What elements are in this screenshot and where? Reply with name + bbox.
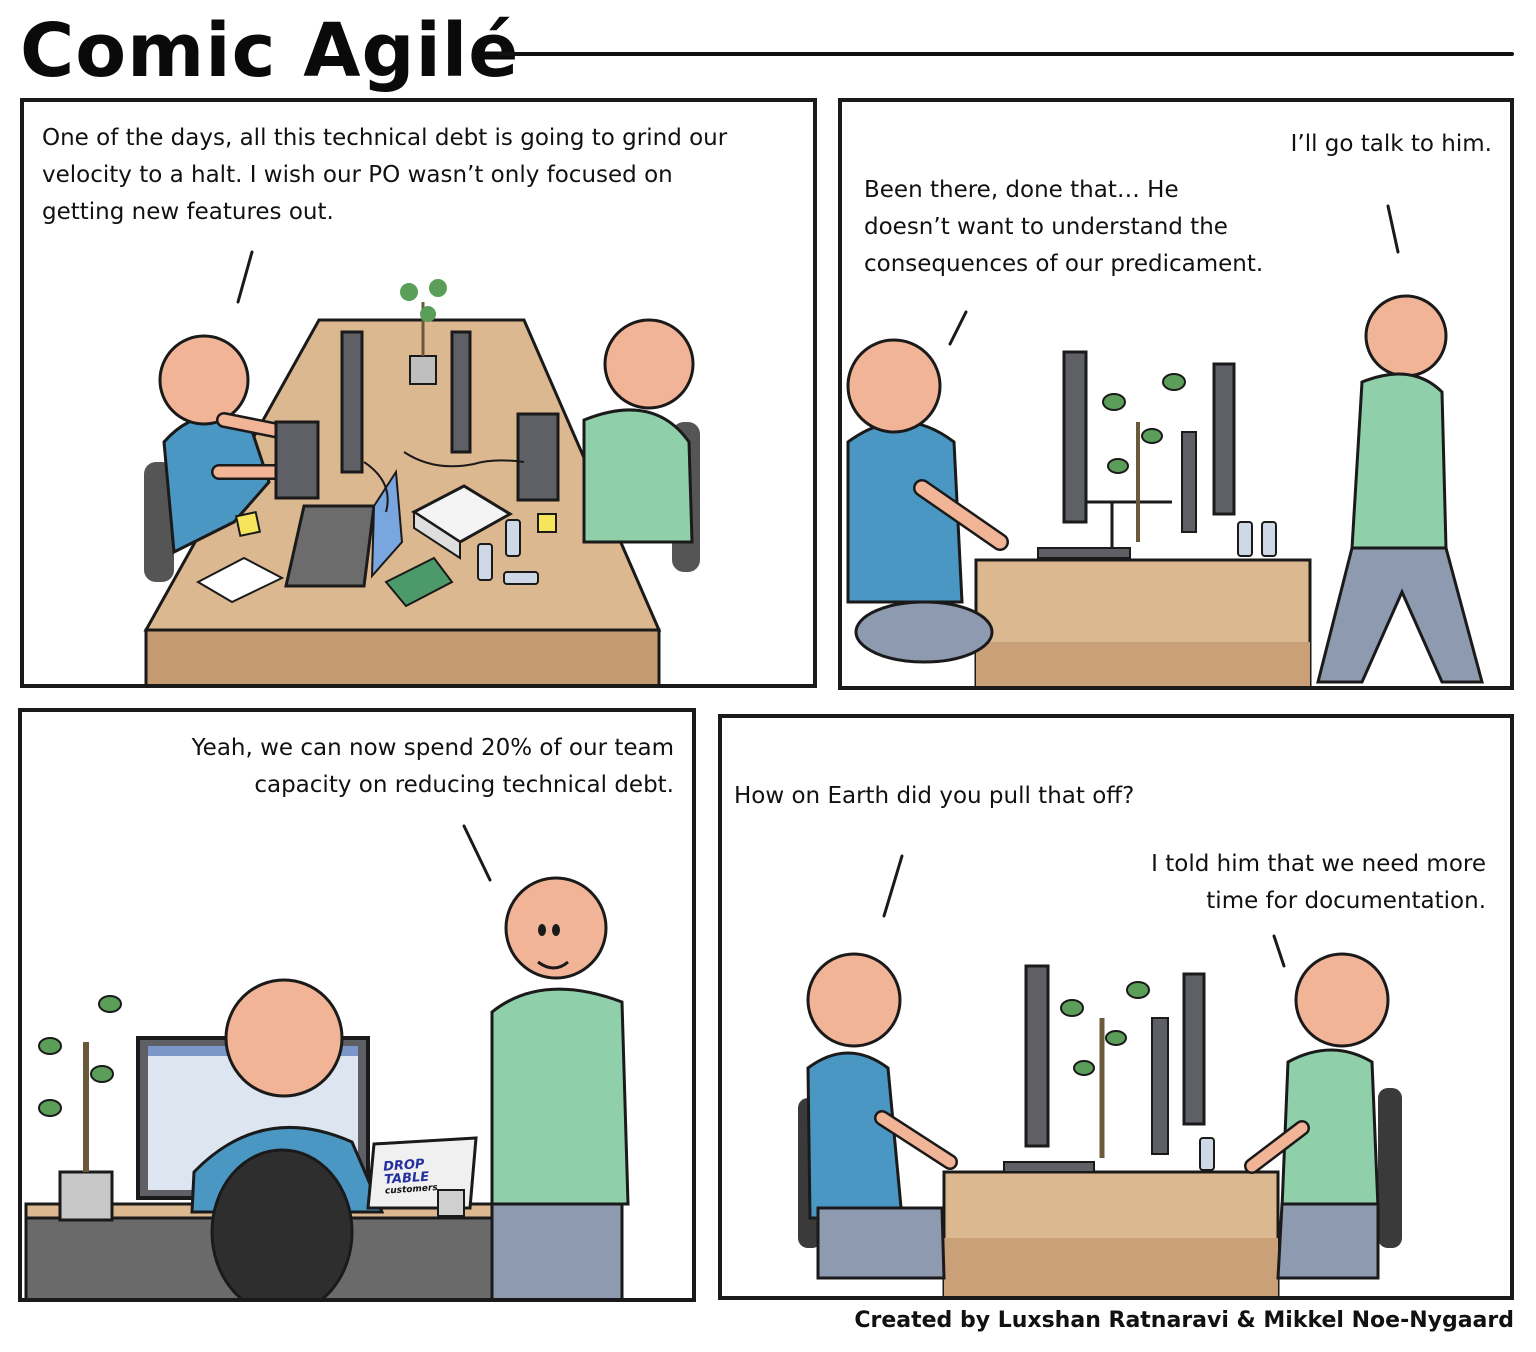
panel-2: I’ll go talk to him. Been there, done th…: [838, 98, 1514, 690]
leaf: [1162, 373, 1186, 391]
head: [806, 952, 902, 1048]
speech-tail: [236, 250, 254, 304]
head: [1364, 294, 1448, 378]
sticky-note: [234, 510, 262, 538]
head: [846, 338, 942, 434]
monitor: [1151, 1017, 1169, 1155]
panel-2-illustration: [846, 204, 1484, 686]
monitor: [340, 330, 364, 474]
panel-2-speech-walker: I’ll go talk to him.: [1290, 131, 1492, 157]
leaf: [1141, 428, 1163, 444]
monitor: [1182, 972, 1206, 1126]
panel-1: One of the days, all this technical debt…: [20, 98, 817, 688]
credit-line: Created by Luxshan Ratnaravi & Mikkel No…: [854, 1308, 1514, 1333]
panel-3-speech: Yeah, we can now spend 20% of our team c…: [191, 735, 674, 798]
pants: [816, 1206, 946, 1280]
chair: [1378, 1088, 1402, 1248]
leaf: [1107, 458, 1129, 474]
leaf: [90, 1065, 114, 1083]
can: [477, 543, 493, 581]
panel-3: Yeah, we can now spend 20% of our team c…: [18, 708, 696, 1302]
monitor: [450, 330, 472, 454]
can: [1237, 521, 1253, 557]
shirt: [582, 408, 694, 544]
monitor: [274, 420, 320, 500]
title-rule: [498, 52, 1514, 56]
comic-title: Comic Agilé: [20, 8, 520, 94]
laptop: [284, 504, 376, 588]
leaf: [98, 995, 122, 1013]
panel-4-illustration: [798, 854, 1402, 1296]
head: [1294, 952, 1390, 1048]
chair: [144, 462, 174, 582]
speech-tail: [948, 310, 968, 346]
chair: [854, 600, 994, 664]
panel-1-speech: One of the days, all this technical debt…: [42, 125, 728, 225]
shirt: [1350, 372, 1448, 550]
laptop: [370, 469, 404, 579]
leaf: [1105, 1030, 1127, 1046]
shirt: [1280, 1048, 1380, 1210]
can: [1261, 521, 1277, 557]
panel-3-illustration: [24, 824, 630, 1298]
mug: [437, 1189, 465, 1217]
shirt: [806, 1051, 904, 1220]
head: [158, 334, 250, 426]
speech-tail: [882, 854, 904, 918]
speech-tail: [1272, 934, 1286, 968]
pants: [490, 1202, 624, 1298]
panel-4-speech-left: How on Earth did you pull that off?: [734, 783, 1135, 809]
head: [224, 978, 344, 1098]
pants: [1276, 1202, 1380, 1280]
can: [503, 571, 539, 585]
leaf: [1102, 393, 1126, 411]
leaf: [1073, 1060, 1095, 1076]
keyboard: [1037, 547, 1131, 559]
snack-bag: [384, 556, 454, 608]
monitor: [1024, 964, 1050, 1148]
panel-1-illustration: [143, 250, 700, 684]
leaf: [38, 1037, 62, 1055]
chair: [210, 1148, 354, 1298]
paper: [195, 556, 285, 604]
plant-pot: [409, 355, 437, 385]
monitor: [1181, 431, 1197, 533]
can: [1199, 1137, 1215, 1171]
leaf: [1126, 981, 1150, 999]
pants: [1316, 546, 1484, 684]
head: [603, 318, 695, 410]
can: [505, 519, 521, 557]
panel-2-speech-seated: Been there, done that… He doesn’t want t…: [864, 177, 1264, 277]
desk-front: [144, 628, 661, 684]
leaf: [1060, 999, 1084, 1017]
monitor: [1062, 350, 1088, 524]
sticky-note: [537, 513, 557, 533]
monitor: [516, 412, 560, 502]
shirt: [490, 987, 630, 1206]
keyboard: [1003, 1161, 1095, 1173]
speech-tail: [462, 824, 492, 882]
plant-pot: [58, 1170, 114, 1222]
panel-4-speech-right: I told him that we need more time for do…: [1151, 851, 1486, 914]
leaf: [38, 1099, 62, 1117]
monitor: [1212, 362, 1236, 516]
panel-4: How on Earth did you pull that off? I to…: [718, 714, 1514, 1300]
speech-tail: [1386, 204, 1400, 254]
laptop-sticker: DROP TABLE customers: [383, 1155, 463, 1197]
